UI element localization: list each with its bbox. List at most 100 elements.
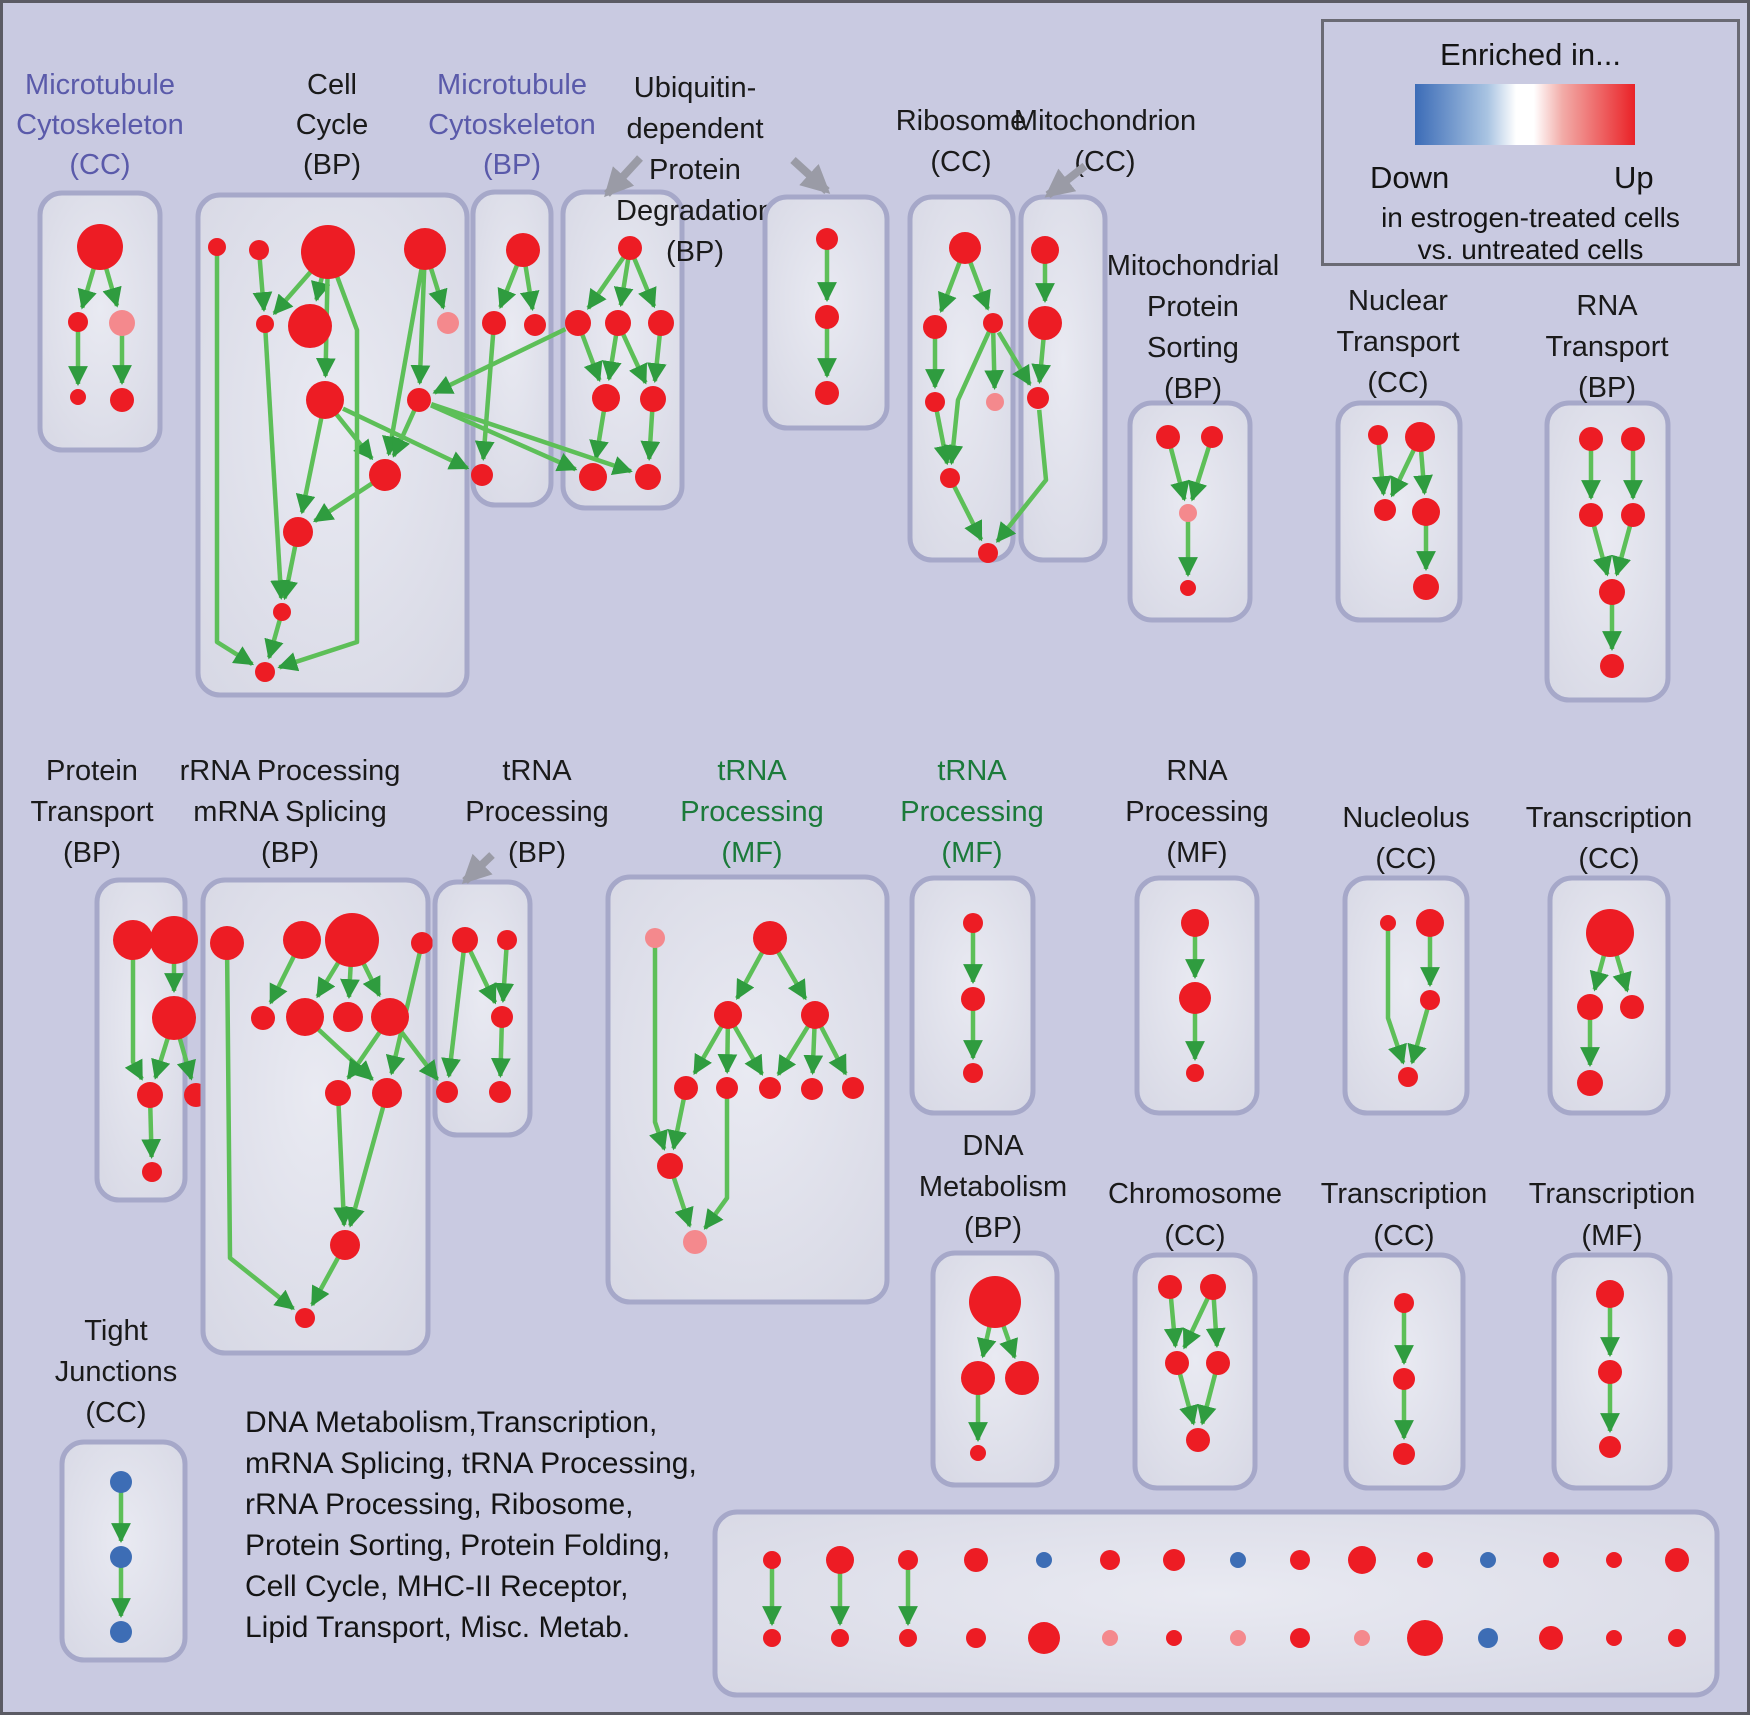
dna-metabolism-box [930,1250,1060,1488]
gene-node-pink [109,310,135,336]
gene-node-red [899,1629,917,1647]
gene-node-red [491,1006,513,1028]
gene-node-red [565,310,591,336]
gene-node-red [716,1077,738,1099]
trna-processing-mf-2-label: (MF) [941,837,1002,869]
gene-node-red [970,1445,986,1461]
tight-junctions-label: (CC) [85,1397,146,1429]
gene-node-red [1380,915,1396,931]
gene-node-red [1393,1368,1415,1390]
gene-node-red [1599,579,1625,605]
gene-node-red [1600,654,1624,678]
gene-node-red [249,240,269,260]
gene-node-red [330,1230,360,1260]
gene-node-red [842,1077,864,1099]
gene-node-red [1407,1620,1443,1656]
legend-subtitle-line1: in estrogen-treated cells [1381,202,1680,233]
gene-node-red [1412,498,1440,526]
rrna-processing-mrna-splicing-box [200,877,431,1356]
gene-node-red [1599,1436,1621,1458]
rrna-processing-mrna-splicing-label: mRNA Splicing [193,796,386,828]
gene-node-red [1416,909,1444,937]
gene-node-red [579,463,607,491]
gene-node-red [657,1153,683,1179]
gene-node-red [1368,425,1388,445]
legend-title: Enriched in... [1440,37,1621,72]
arrow-to-ubiquitin-box [604,155,643,198]
gene-node-red [273,603,291,621]
gene-node-red [70,389,86,405]
gene-node-red [1586,909,1634,957]
category-list-line: mRNA Splicing, tRNA Processing, [245,1447,697,1480]
gene-node-blue [110,1621,132,1643]
gene-node-red [489,1081,511,1103]
cell-cycle-label: Cycle [296,109,369,141]
cell-cycle-label: (BP) [303,149,361,181]
gene-node-red [826,1546,854,1574]
nucleolus-label: Nucleolus [1342,802,1469,834]
gene-node-red [831,1629,849,1647]
gene-node-red [969,1276,1021,1328]
gene-node-red [759,1077,781,1099]
gene-node-red [1621,503,1645,527]
gene-node-red [1394,1293,1414,1313]
edge [474,322,497,461]
rna-transport-label: Transport [1545,331,1668,363]
gene-node-red [1348,1546,1376,1574]
gene-node-pink [683,1230,707,1254]
gene-node-red [978,543,998,563]
gene-node-red [1158,1275,1182,1299]
gene-node-red [110,388,134,412]
group-tight-junctions: Tight Junctions (CC) [55,1315,188,1663]
gene-node-red [592,384,620,412]
gene-node-red [640,386,666,412]
edge [214,247,254,667]
group-protein-transport: Protein Transport (BP) [30,755,208,1203]
gene-node-red [1398,1067,1418,1087]
category-list-line: Protein Sorting, Protein Folding, [245,1529,671,1562]
gene-node-red [1620,995,1644,1019]
gene-node-red [77,224,123,270]
gene-node-red [208,238,226,256]
arrow-to-mitochondrion-box [1044,162,1088,199]
gene-node-red [961,987,985,1011]
rna-processing-mf-label: Processing [1125,796,1268,828]
gene-node-red [801,1078,823,1100]
group-rna-transport: RNA Transport (BP) [1544,290,1671,703]
chromosome-box [1132,1252,1258,1491]
dna-metabolism-label: (BP) [964,1212,1022,1244]
gene-node-red [1186,1428,1210,1452]
gene-node-red [1181,909,1209,937]
group-transcription-cc-2: Transcription (CC) [1321,1178,1487,1491]
nuclear-transport-label: Nuclear [1348,285,1448,317]
gene-node-red [306,381,344,419]
protein-transport-label: (BP) [63,837,121,869]
gene-node-red [635,464,661,490]
mitochondrion-label: Mitochondrion [1014,105,1196,137]
ribosome-label: (CC) [930,146,991,178]
gene-node-red [605,310,631,336]
gene-node-red [251,1006,275,1030]
microtubule-cc-label: (CC) [69,149,130,181]
microtubule-cc-label: Cytoskeleton [16,109,184,141]
gene-node-red [1027,387,1049,409]
mitochondrial-protein-sorting-label: Mitochondrial [1107,250,1279,282]
cell-cycle-label: Cell [307,69,357,101]
rna-transport-label: RNA [1576,290,1638,322]
ribosome-label: Ribosome [896,105,1027,137]
edge [649,938,668,1151]
cross-edge [996,331,1032,386]
transcription-cc-2-label: (CC) [1373,1220,1434,1252]
tight-junctions-label: Junctions [55,1356,178,1388]
edge [1407,999,1433,1065]
edge [586,246,632,310]
group-mitochondrion: Mitochondrion (CC) [1014,105,1196,563]
ubiquitin-degradation-label: Protein [649,154,741,186]
gene-node-red [506,233,540,267]
gene-node-red [983,313,1003,333]
transcription-cc-1-box [1547,875,1671,1116]
trna-processing-mf-2-label: tRNA [937,755,1007,787]
gene-node-red [1156,425,1180,449]
gene-node-red [482,311,506,335]
